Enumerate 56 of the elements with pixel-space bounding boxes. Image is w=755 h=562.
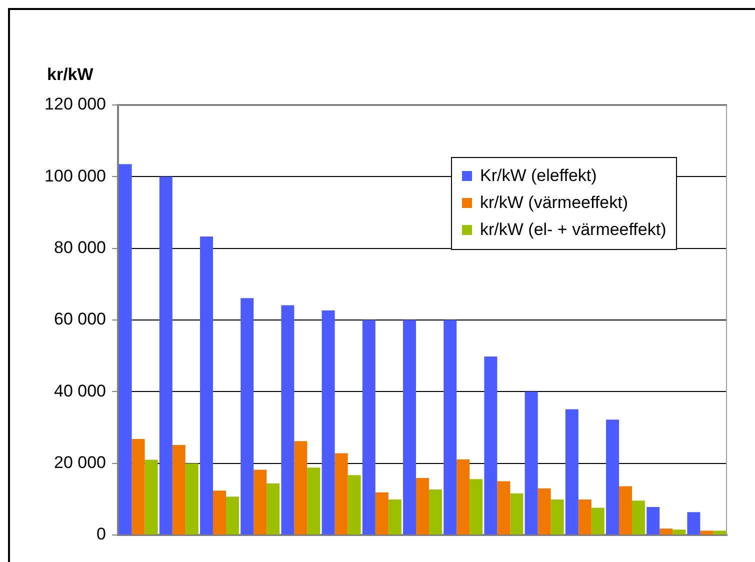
- bar: [144, 460, 158, 534]
- bar: [470, 479, 483, 534]
- bar: [550, 500, 564, 534]
- bar: [646, 507, 660, 534]
- y-tick-label: 0: [96, 524, 106, 544]
- bar: [416, 478, 429, 534]
- bar: [226, 496, 239, 534]
- bar: [403, 320, 416, 534]
- bar: [132, 438, 145, 534]
- y-tick-label: 40 000: [54, 381, 106, 400]
- bar: [456, 459, 470, 534]
- bar: [118, 164, 132, 534]
- bar: [565, 409, 578, 534]
- bar: [159, 176, 172, 534]
- bar: [700, 530, 714, 534]
- bar: [672, 530, 686, 534]
- bar: [334, 453, 348, 534]
- legend-label: kr/kW (värmeeffekt): [479, 192, 629, 214]
- bar: [254, 470, 267, 534]
- bar: [362, 320, 376, 534]
- bar: [294, 441, 308, 534]
- bar: [322, 310, 335, 534]
- bar: [388, 500, 402, 534]
- bar: [348, 475, 361, 534]
- bar: [185, 463, 198, 534]
- bar: [428, 489, 442, 534]
- bar: [538, 488, 551, 534]
- bar: [200, 236, 214, 534]
- y-tick-label: 20 000: [54, 453, 106, 472]
- bar: [606, 420, 620, 534]
- bar: [307, 468, 320, 534]
- bar: [591, 508, 604, 534]
- legend-label: Kr/kW (eleffekt): [479, 165, 598, 187]
- bar: [375, 492, 388, 534]
- legend-label: kr/kW (el- + värmeeffekt): [479, 219, 666, 241]
- y-axis-title: kr/kW: [47, 65, 94, 85]
- bar: [444, 320, 457, 534]
- bar: [266, 483, 280, 534]
- bar: [713, 530, 726, 534]
- bar: [687, 512, 700, 534]
- y-tick-label: 120 000: [44, 94, 106, 114]
- bar: [281, 305, 294, 534]
- bar: [660, 528, 673, 534]
- bar: [213, 490, 226, 534]
- bar: [632, 500, 645, 534]
- y-tick-label: 80 000: [54, 238, 106, 258]
- bar: [510, 493, 524, 534]
- bar: [578, 500, 592, 534]
- bar: [240, 298, 254, 534]
- bar: [497, 481, 510, 534]
- bar: [524, 392, 538, 534]
- y-tick-label: 100 000: [44, 166, 106, 186]
- y-tick-label: 60 000: [54, 310, 106, 329]
- bar: [172, 445, 186, 534]
- bar: [619, 486, 632, 534]
- bar: [484, 356, 498, 534]
